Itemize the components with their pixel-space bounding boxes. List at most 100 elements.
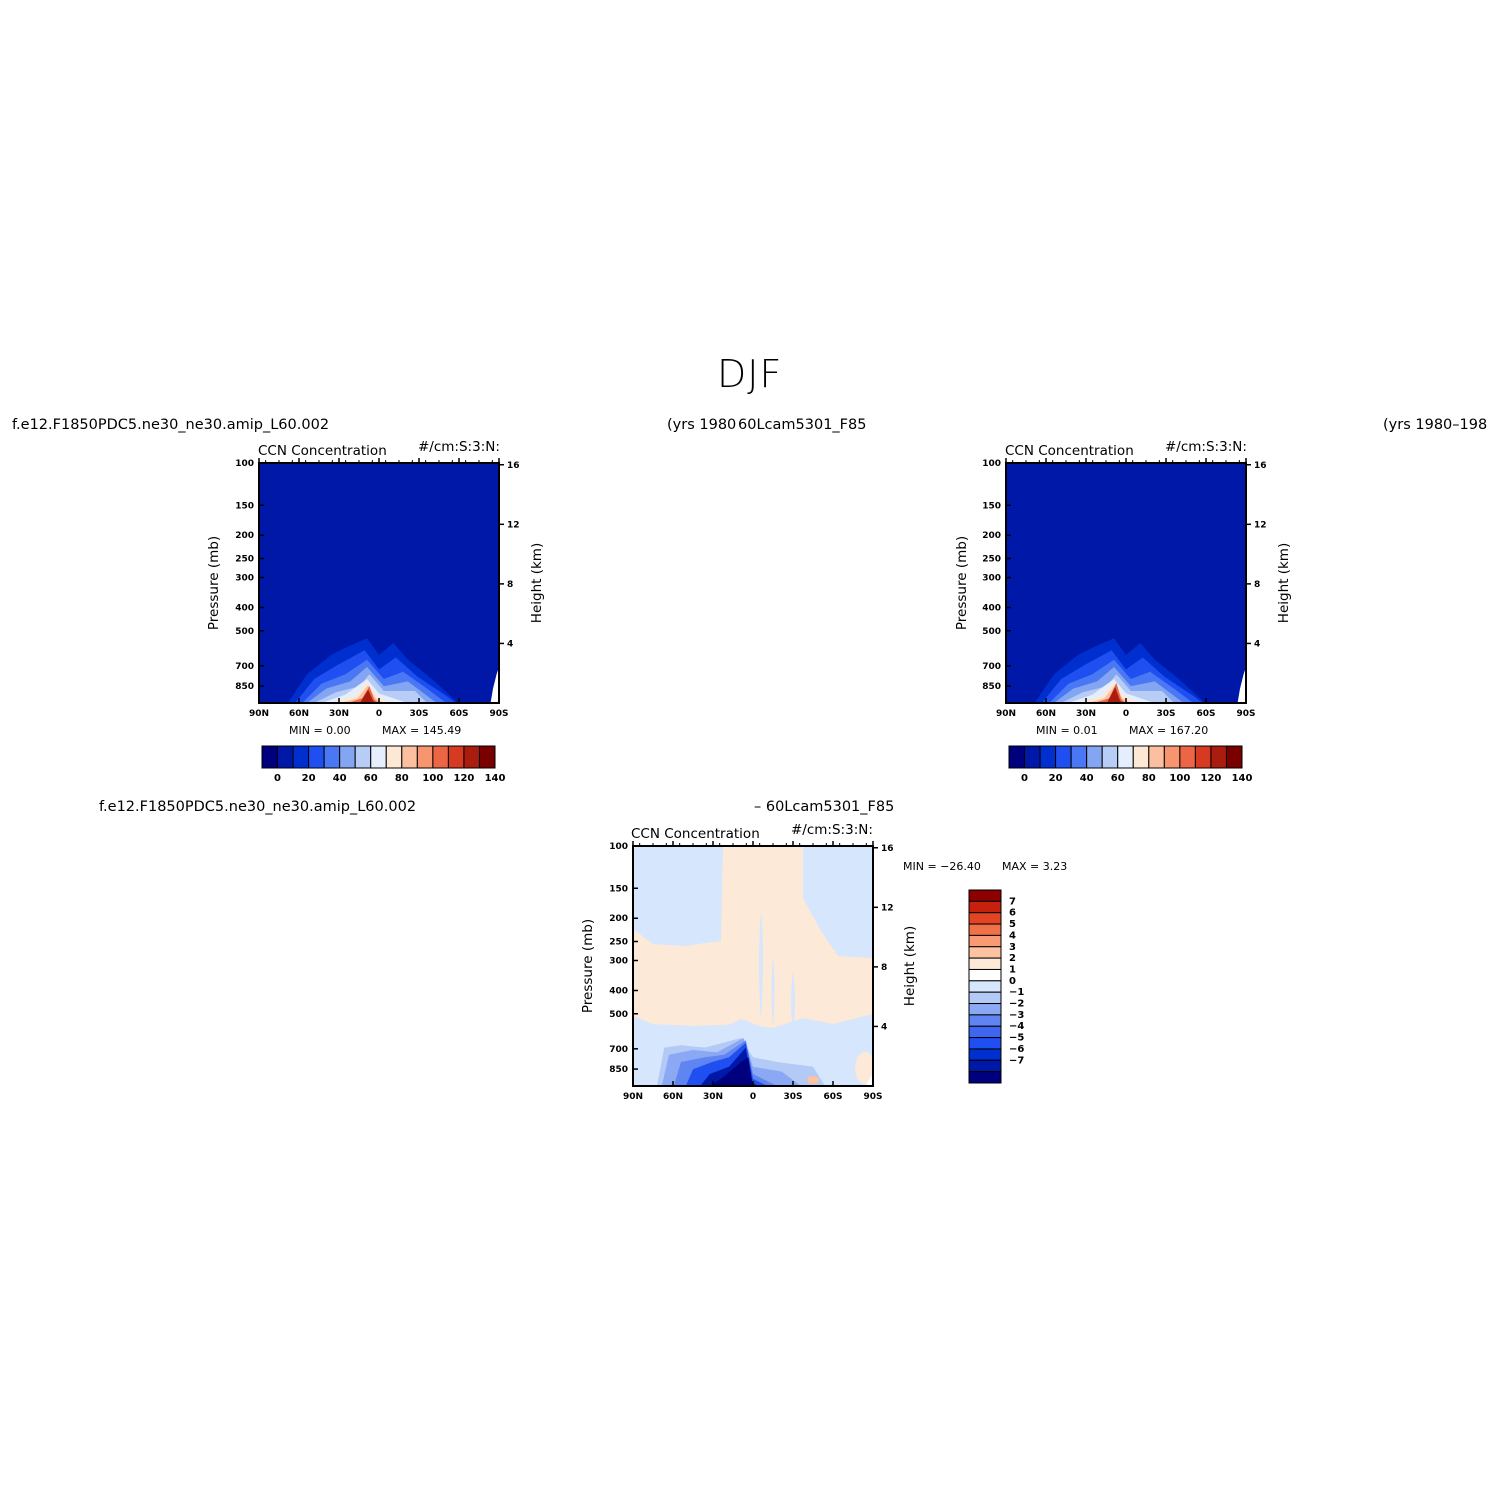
p3-cbar-box bbox=[968, 1059, 1002, 1073]
p3-cbar-box bbox=[968, 923, 1002, 936]
p3-xtick-label: 90S bbox=[863, 1092, 882, 1102]
p3-cbar-label: −3 bbox=[1009, 1010, 1024, 1021]
p3-cbar-box bbox=[968, 980, 1002, 993]
p2-frame bbox=[1005, 462, 1247, 704]
p3-cbar-label: 4 bbox=[1009, 930, 1016, 941]
p3-y2tick-label: 4 bbox=[881, 1022, 887, 1032]
p2-xtick-label: 30S bbox=[1156, 709, 1175, 719]
diff-label-a: f.e12.F1850PDC5.ne30_ne30.amip_L60.002 bbox=[99, 799, 417, 815]
p3-cbar-label: 3 bbox=[1009, 942, 1016, 953]
p2-xtick-label: 60S bbox=[1196, 709, 1215, 719]
p3-negative-streak bbox=[771, 956, 775, 1026]
p3-cbar-label: −5 bbox=[1009, 1033, 1024, 1044]
p2-topo-mask bbox=[1237, 667, 1246, 703]
p3-cbar-box bbox=[968, 968, 1002, 982]
p3-cbar-box bbox=[968, 1014, 1002, 1027]
p3-ytick-label: 200 bbox=[609, 914, 628, 924]
p1-cbar-box bbox=[478, 745, 496, 769]
p1-topo-mask bbox=[490, 667, 499, 703]
p3-level-minus7 bbox=[709, 1057, 753, 1086]
p2-cbar-box bbox=[1225, 745, 1243, 769]
panel1-title: CCN Concentration bbox=[258, 443, 387, 459]
p1-ytick-label: 300 bbox=[235, 574, 254, 584]
p3-xtick-label: 60N bbox=[663, 1092, 683, 1102]
p1-xtick-label: 30N bbox=[329, 709, 349, 719]
panel3-max: MAX = 3.23 bbox=[1002, 860, 1068, 873]
p1-cbar-label: 140 bbox=[485, 773, 506, 784]
p1-xtick-label: 60S bbox=[449, 709, 468, 719]
p2-level-130 bbox=[1106, 687, 1124, 703]
panel3-min: MIN = −26.40 bbox=[903, 860, 981, 873]
p3-positive-blob bbox=[807, 1076, 819, 1084]
p1-level-70 bbox=[331, 682, 391, 703]
panel1-units: #/cm:S:3:N: bbox=[418, 439, 500, 455]
p3-contours bbox=[633, 846, 873, 1086]
p2-cbar-label: 120 bbox=[1200, 773, 1221, 784]
p2-xtick-label: 90N bbox=[996, 709, 1016, 719]
p3-cbar-box bbox=[968, 912, 1002, 925]
p1-cbar-label: 100 bbox=[422, 773, 443, 784]
p3-cbar-box bbox=[968, 1048, 1002, 1061]
p1-xtick-label: 60N bbox=[289, 709, 309, 719]
p1-xtick-label: 90N bbox=[249, 709, 269, 719]
p2-xtick-label: 90S bbox=[1236, 709, 1255, 719]
panel2-units: #/cm:S:3:N: bbox=[1165, 439, 1247, 455]
p3-xtick-label: 60S bbox=[823, 1092, 842, 1102]
p3-ytick-label: 500 bbox=[609, 1010, 628, 1020]
p3-negative-streak bbox=[791, 971, 795, 1031]
p3-cbar-label: −2 bbox=[1009, 999, 1024, 1010]
p2-y2tick-label: 12 bbox=[1254, 520, 1267, 530]
case-a-label: f.e12.F1850PDC5.ne30_ne30.amip_L60.002 bbox=[12, 417, 330, 433]
p2-cbar-label: 80 bbox=[1142, 773, 1156, 784]
p3-xtick-label: 30N bbox=[703, 1092, 723, 1102]
diff-label-b: – 60Lcam5301_F85 bbox=[754, 799, 895, 815]
p1-ytick-label: 400 bbox=[235, 603, 254, 613]
p2-ytick-label: 250 bbox=[982, 555, 1001, 565]
p1-y2tick-label: 4 bbox=[507, 639, 513, 649]
p1-xtick-label: 30S bbox=[409, 709, 428, 719]
p3-positive-band bbox=[633, 846, 873, 1028]
p2-contours bbox=[1006, 463, 1246, 703]
p2-ytick-label: 200 bbox=[982, 531, 1001, 541]
p1-cbar-label: 80 bbox=[395, 773, 409, 784]
p3-cbar-label: 1 bbox=[1009, 964, 1016, 975]
p2-cbar-label: 140 bbox=[1232, 773, 1253, 784]
p1-level-130 bbox=[359, 689, 377, 703]
p3-positive-blob bbox=[855, 1052, 873, 1084]
panel1-max: MAX = 145.49 bbox=[382, 724, 462, 737]
p3-y2tick-label: 8 bbox=[881, 963, 887, 973]
p1-ytick-label: 150 bbox=[235, 501, 254, 511]
panel2-max: MAX = 167.20 bbox=[1129, 724, 1209, 737]
p1-ytick-label: 250 bbox=[235, 555, 254, 565]
p3-cbar-box bbox=[968, 957, 1002, 970]
p2-ytick-label: 150 bbox=[982, 501, 1001, 511]
p1-cbar-label: 120 bbox=[453, 773, 474, 784]
p3-cbar-box bbox=[968, 900, 1002, 914]
p3-xtick-label: 0 bbox=[750, 1092, 756, 1102]
p3-cbar-label: 7 bbox=[1009, 896, 1016, 907]
p2-cbar-label: 0 bbox=[1021, 773, 1028, 784]
p2-ytick-label: 500 bbox=[982, 627, 1001, 637]
p1-cbar-label: 20 bbox=[302, 773, 316, 784]
p3-cbar-box bbox=[968, 946, 1002, 959]
p3-cbar-box bbox=[968, 1025, 1002, 1039]
p3-ytick-label: 150 bbox=[609, 884, 628, 894]
p3-ytick-label: 700 bbox=[609, 1045, 628, 1055]
p2-xtick-label: 60N bbox=[1036, 709, 1056, 719]
p2-xtick-label: 30N bbox=[1076, 709, 1096, 719]
p3-ytick-label: 250 bbox=[609, 938, 628, 948]
panel1-min: MIN = 0.00 bbox=[289, 724, 351, 737]
case-a-years: (yrs 1980 bbox=[667, 417, 737, 433]
p2-y2tick-label: 16 bbox=[1254, 461, 1267, 471]
p3-cbar-label: −1 bbox=[1009, 987, 1024, 998]
p2-ytick-label: 300 bbox=[982, 574, 1001, 584]
p2-level-70 bbox=[1078, 682, 1138, 703]
p3-ytick-label: 400 bbox=[609, 986, 628, 996]
p1-cbar-label: 0 bbox=[274, 773, 281, 784]
p3-cbar-label: −7 bbox=[1009, 1055, 1024, 1066]
p1-ytick-label: 200 bbox=[235, 531, 254, 541]
p3-cbar-label: 2 bbox=[1009, 953, 1016, 964]
p3-cbar-label: −4 bbox=[1009, 1021, 1024, 1032]
p2-xtick-label: 0 bbox=[1123, 709, 1129, 719]
